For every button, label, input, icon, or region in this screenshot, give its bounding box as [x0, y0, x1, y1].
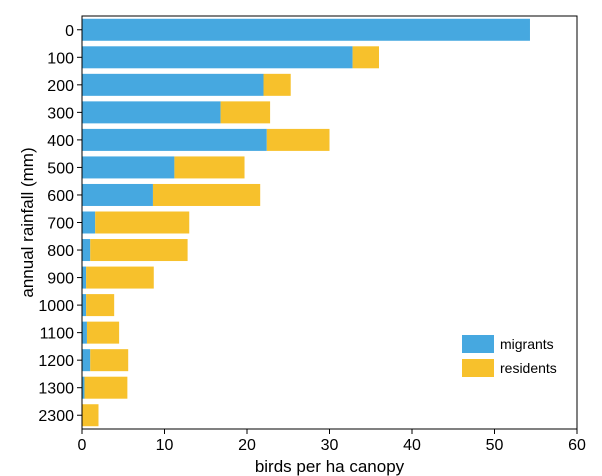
y-tick-label: 200 — [47, 78, 74, 95]
bar-residents-1300 — [84, 376, 128, 399]
x-tick-label: 0 — [78, 437, 87, 454]
bar-residents-100 — [352, 46, 379, 69]
legend-label-residents: residents — [500, 360, 557, 376]
y-tick-label: 600 — [47, 188, 74, 205]
y-tick-label: 1300 — [38, 381, 74, 398]
bar-migrants-1100 — [82, 321, 87, 344]
y-tick-label: 1200 — [38, 353, 74, 370]
x-tick-label: 60 — [568, 437, 586, 454]
bar-migrants-600 — [82, 183, 153, 206]
bar-migrants-800 — [82, 239, 91, 262]
x-tick-label: 10 — [156, 437, 174, 454]
x-tick-label: 30 — [321, 437, 339, 454]
legend-label-migrants: migrants — [500, 336, 554, 352]
bar-residents-500 — [174, 156, 245, 179]
bar-residents-200 — [263, 73, 291, 96]
y-tick-label: 2300 — [38, 408, 74, 425]
bar-migrants-1300 — [82, 376, 85, 399]
bar-migrants-1000 — [82, 294, 87, 317]
bar-residents-1100 — [86, 321, 120, 344]
bar-residents-900 — [86, 266, 154, 289]
bar-residents-800 — [90, 239, 188, 262]
y-tick-label: 800 — [47, 243, 74, 260]
bar-residents-400 — [266, 128, 330, 151]
bar-migrants-700 — [82, 211, 96, 234]
x-axis-ticks: 0 10 20 30 40 50 60 — [78, 429, 586, 454]
bar-migrants-200 — [82, 73, 264, 96]
bar-residents-300 — [220, 101, 271, 124]
y-tick-label: 0 — [65, 23, 74, 40]
y-tick-label: 700 — [47, 216, 74, 233]
y-tick-label: 100 — [47, 50, 74, 67]
bar-residents-2300 — [82, 404, 99, 427]
x-tick-label: 40 — [403, 437, 421, 454]
y-tick-label: 1100 — [40, 326, 75, 343]
x-tick-label: 50 — [486, 437, 504, 454]
y-tick-label: 500 — [47, 160, 74, 177]
bar-residents-1000 — [86, 294, 115, 317]
bar-residents-600 — [152, 183, 261, 206]
bar-residents-700 — [95, 211, 190, 234]
y-tick-label: 400 — [47, 133, 74, 150]
bar-migrants-0 — [82, 18, 530, 41]
bar-migrants-1200 — [82, 349, 91, 372]
bars-layer — [82, 18, 530, 427]
x-tick-label: 20 — [238, 437, 256, 454]
bar-migrants-500 — [82, 156, 175, 179]
y-tick-label: 1000 — [38, 298, 74, 315]
x-axis-title: birds per ha canopy — [255, 457, 405, 476]
legend: migrants residents — [462, 335, 557, 377]
bar-residents-1200 — [90, 349, 129, 372]
y-axis-ticks: 0 100 200 300 400 500 600 700 800 900 1000 1100 1200… — [38, 23, 82, 425]
y-axis-title: annual rainfall (mm) — [18, 147, 37, 297]
bar-migrants-300 — [82, 101, 221, 124]
bar-migrants-100 — [82, 46, 353, 69]
legend-swatch-residents — [462, 359, 494, 377]
bar-migrants-900 — [82, 266, 87, 289]
y-tick-label: 900 — [47, 271, 74, 288]
legend-swatch-migrants — [462, 335, 494, 353]
y-tick-label: 300 — [47, 105, 74, 122]
bar-migrants-400 — [82, 128, 267, 151]
